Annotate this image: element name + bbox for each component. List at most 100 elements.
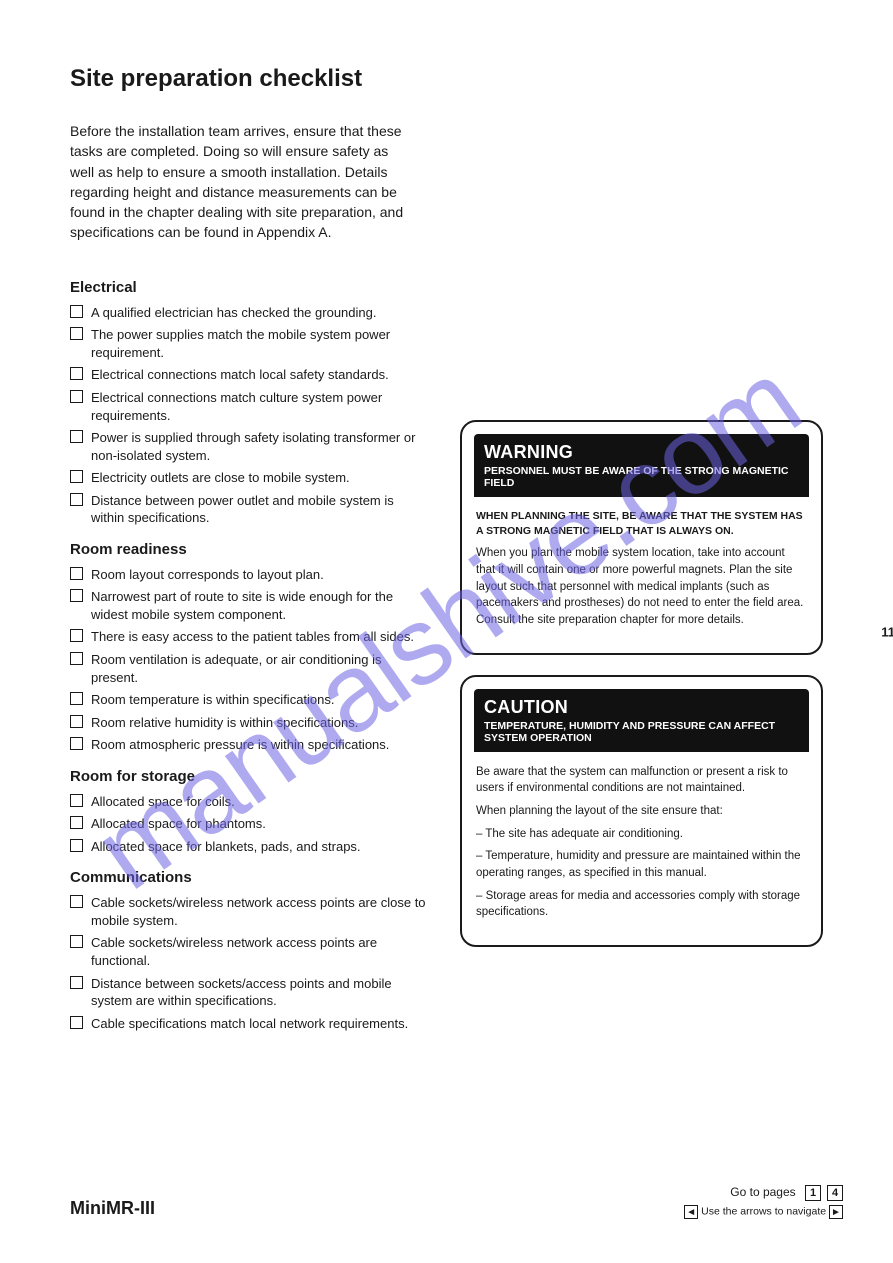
section-heading-room: Room readiness <box>70 541 430 558</box>
checkbox-icon[interactable] <box>70 976 83 989</box>
checkbox-icon[interactable] <box>70 692 83 705</box>
section-heading-storage: Room for storage <box>70 768 430 785</box>
checklist-item: Narrowest part of route to site is wide … <box>70 588 430 623</box>
caution-text: – Temperature, humidity and pressure are… <box>476 848 807 881</box>
warning-lead: WHEN PLANNING THE SITE, BE AWARE THAT TH… <box>476 509 807 539</box>
checklist-item: Allocated space for phantoms. <box>70 815 430 833</box>
page-title: Site preparation checklist <box>70 65 823 93</box>
checklist-text: A qualified electrician has checked the … <box>91 304 376 322</box>
checklist-text: The power supplies match the mobile syst… <box>91 326 430 361</box>
checkbox-icon[interactable] <box>70 327 83 340</box>
checklist-item: Distance between power outlet and mobile… <box>70 492 430 527</box>
caution-text: When planning the layout of the site ens… <box>476 803 807 820</box>
checklist-item: Room ventilation is adequate, or air con… <box>70 651 430 686</box>
checklist-text: Cable specifications match local network… <box>91 1015 408 1033</box>
checklist-text: Electrical connections match culture sys… <box>91 389 430 424</box>
checkbox-icon[interactable] <box>70 1016 83 1029</box>
two-column-layout: Electrical A qualified electrician has c… <box>70 265 823 1037</box>
checklist-text: Distance between sockets/access points a… <box>91 975 430 1010</box>
checklist-text: Cable sockets/wireless network access po… <box>91 894 430 929</box>
checkbox-icon[interactable] <box>70 589 83 602</box>
checkbox-icon[interactable] <box>70 470 83 483</box>
checklist-item: Cable specifications match local network… <box>70 1015 430 1033</box>
warning-card: WARNING PERSONNEL MUST BE AWARE OF THE S… <box>460 420 823 655</box>
checklist-text: Allocated space for blankets, pads, and … <box>91 838 361 856</box>
checklist-item: The power supplies match the mobile syst… <box>70 326 430 361</box>
checkbox-icon[interactable] <box>70 816 83 829</box>
checkbox-icon[interactable] <box>70 305 83 318</box>
model-label: MiniMR-III <box>70 1198 155 1219</box>
caution-text: Be aware that the system can malfunction… <box>476 764 807 797</box>
page-number: 11 <box>881 624 893 639</box>
warning-text: When you plan the mobile system location… <box>476 545 807 628</box>
checklist-item: Room layout corresponds to layout plan. <box>70 566 430 584</box>
checklist-item: Distance between sockets/access points a… <box>70 975 430 1010</box>
checklist-item: Room temperature is within specification… <box>70 691 430 709</box>
goto-pages-row: Go to pages 1 4 <box>684 1185 843 1201</box>
checklist-item: Cable sockets/wireless network access po… <box>70 894 430 929</box>
checklist-item: Allocated space for coils. <box>70 793 430 811</box>
goto-pages-label: Go to pages <box>730 1185 795 1199</box>
checkbox-icon[interactable] <box>70 737 83 750</box>
checklist-column: Electrical A qualified electrician has c… <box>70 265 430 1037</box>
warning-header: WARNING PERSONNEL MUST BE AWARE OF THE S… <box>474 434 809 497</box>
warning-title: WARNING <box>484 442 799 463</box>
caution-title: CAUTION <box>484 697 799 718</box>
checklist-text: Electricity outlets are close to mobile … <box>91 469 350 487</box>
caution-card: CAUTION TEMPERATURE, HUMIDITY AND PRESSU… <box>460 675 823 947</box>
caution-subtitle: TEMPERATURE, HUMIDITY AND PRESSURE CAN A… <box>484 720 799 744</box>
checklist-text: Narrowest part of route to site is wide … <box>91 588 430 623</box>
arrow-right-icon[interactable]: ► <box>829 1205 843 1219</box>
caution-body: Be aware that the system can malfunction… <box>476 764 807 921</box>
checklist-item: Room relative humidity is within specifi… <box>70 714 430 732</box>
callout-column: WARNING PERSONNEL MUST BE AWARE OF THE S… <box>460 265 823 1037</box>
checklist-item: Power is supplied through safety isolati… <box>70 429 430 464</box>
checklist-item: Allocated space for blankets, pads, and … <box>70 838 430 856</box>
checklist-text: Room ventilation is adequate, or air con… <box>91 651 430 686</box>
checkbox-icon[interactable] <box>70 629 83 642</box>
page-footer: MiniMR-III Go to pages 1 4 ◄ Use the arr… <box>70 1185 843 1219</box>
intro-paragraph: Before the installation team arrives, en… <box>70 121 410 243</box>
checkbox-icon[interactable] <box>70 895 83 908</box>
checklist-text: Power is supplied through safety isolati… <box>91 429 430 464</box>
checklist-text: Room temperature is within specification… <box>91 691 335 709</box>
checkbox-icon[interactable] <box>70 794 83 807</box>
checkbox-icon[interactable] <box>70 430 83 443</box>
checklist-item: Electricity outlets are close to mobile … <box>70 469 430 487</box>
footer-nav: Go to pages 1 4 ◄ Use the arrows to navi… <box>684 1185 843 1219</box>
nav-hint-text: Use the arrows to navigate <box>701 1206 826 1218</box>
checkbox-icon[interactable] <box>70 715 83 728</box>
checklist-item: Room atmospheric pressure is within spec… <box>70 736 430 754</box>
checklist-text: Allocated space for phantoms. <box>91 815 266 833</box>
checkbox-icon[interactable] <box>70 367 83 380</box>
caution-text: – The site has adequate air conditioning… <box>476 826 807 843</box>
checkbox-icon[interactable] <box>70 390 83 403</box>
warning-subtitle: PERSONNEL MUST BE AWARE OF THE STRONG MA… <box>484 465 799 489</box>
checklist-text: Room relative humidity is within specifi… <box>91 714 358 732</box>
checklist-item: There is easy access to the patient tabl… <box>70 628 430 646</box>
page-link[interactable]: 4 <box>827 1185 843 1201</box>
checklist-item: A qualified electrician has checked the … <box>70 304 430 322</box>
checklist-text: Cable sockets/wireless network access po… <box>91 934 430 969</box>
section-heading-comm: Communications <box>70 869 430 886</box>
checklist-text: There is easy access to the patient tabl… <box>91 628 414 646</box>
checklist-item: Electrical connections match culture sys… <box>70 389 430 424</box>
checkbox-icon[interactable] <box>70 652 83 665</box>
checklist-item: Cable sockets/wireless network access po… <box>70 934 430 969</box>
page-link[interactable]: 1 <box>805 1185 821 1201</box>
checklist-text: Allocated space for coils. <box>91 793 235 811</box>
page-content: Site preparation checklist Before the in… <box>70 65 823 1037</box>
checkbox-icon[interactable] <box>70 567 83 580</box>
checkbox-icon[interactable] <box>70 935 83 948</box>
checkbox-icon[interactable] <box>70 493 83 506</box>
checklist-text: Electrical connections match local safet… <box>91 366 389 384</box>
manual-page: manualshive.com 11 1 2 3 4 5 A Site prep… <box>0 0 893 1263</box>
checklist-text: Room atmospheric pressure is within spec… <box>91 736 389 754</box>
arrow-left-icon[interactable]: ◄ <box>684 1205 698 1219</box>
caution-text: – Storage areas for media and accessorie… <box>476 888 807 921</box>
checklist-text: Room layout corresponds to layout plan. <box>91 566 324 584</box>
checklist-item: Electrical connections match local safet… <box>70 366 430 384</box>
checkbox-icon[interactable] <box>70 839 83 852</box>
checklist-text: Distance between power outlet and mobile… <box>91 492 430 527</box>
warning-body: WHEN PLANNING THE SITE, BE AWARE THAT TH… <box>476 509 807 629</box>
